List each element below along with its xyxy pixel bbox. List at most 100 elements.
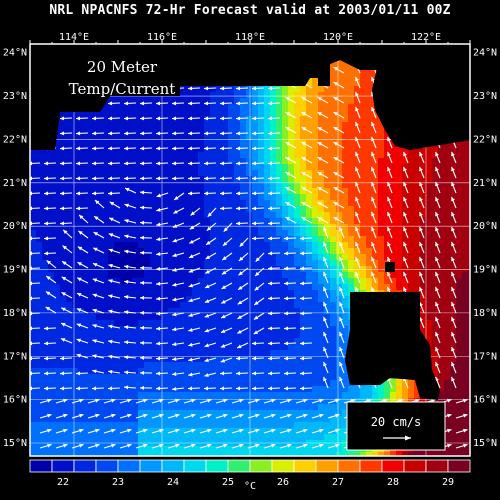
lat-label-left: 24°N [3,48,27,59]
current-arrow-360 [172,252,185,258]
current-arrow-367 [283,251,297,256]
current-arrow-217 [43,176,57,181]
current-arrow-155 [355,121,361,134]
current-arrow-517 [92,339,105,344]
current-arrow-503 [299,326,313,331]
current-arrow-282 [219,206,233,211]
current-arrow-372 [371,241,377,254]
current-arrow-149 [251,131,265,136]
current-arrow-627 [135,398,148,404]
current-arrow-677 [71,428,84,434]
current-arrow-633 [231,398,244,404]
current-arrow-409 [92,278,105,284]
colorbar-tick-label: 28 [387,477,399,488]
current-arrow-254 [203,191,217,196]
current-arrow-487 [43,326,57,331]
current-arrow-368 [299,251,313,256]
current-arrow-296 [451,196,457,209]
current-arrow-111 [75,116,89,121]
current-arrow-484 [435,301,441,314]
current-arrow-493 [139,325,153,330]
current-arrow-146 [203,131,217,136]
current-arrow-256 [235,191,249,196]
current-arrow-190 [43,161,57,166]
current-arrow-530 [299,341,313,346]
colorbar-tick-label: 29 [442,477,454,488]
current-arrow-574 [139,370,153,375]
current-arrow-599 [107,386,121,391]
current-arrow-539 [451,331,457,344]
current-arrow-144 [171,131,185,136]
current-arrow-156 [371,121,377,134]
current-arrow-410 [108,279,121,284]
current-arrow-124 [285,111,297,119]
current-arrow-471 [220,312,233,319]
current-arrow-283 [235,206,249,211]
current-arrow-239 [403,166,409,179]
current-arrow-456 [419,286,425,299]
current-arrow-287 [301,201,313,209]
current-arrow-336 [222,237,233,247]
lon-label: 122°E [411,32,441,43]
current-arrow-147 [219,131,233,136]
current-arrow-249 [124,187,137,194]
current-arrow-544 [92,354,105,359]
current-arrow-222 [123,176,137,181]
current-arrow-172 [187,146,201,151]
current-arrow-502 [283,326,297,331]
current-arrow-551 [204,357,217,363]
current-arrow-255 [219,191,233,196]
current-arrow-461 [60,307,73,314]
current-arrow-169 [139,146,153,151]
current-arrow-440 [155,296,169,301]
current-arrow-166 [91,146,105,151]
current-arrow-203 [251,161,265,166]
current-arrow-359 [156,252,169,256]
current-arrow-179 [301,141,313,149]
current-arrow-164 [59,146,73,151]
longitude-labels: 114°E 116°E 118°E 120°E 122°E [59,32,441,43]
latitude-labels: 24°N 24°N 23°N 23°N 22°N 22°N 21°N 21°N 20°N 20°N… [3,48,497,449]
current-arrow-218 [59,176,73,181]
current-arrow-665 [311,413,324,419]
current-arrow-308 [206,222,217,232]
current-arrow-476 [299,311,313,316]
colorbar-tick-label: 22 [57,477,69,488]
current-arrow-369 [323,241,329,254]
current-arrow-693 [327,428,340,434]
current-arrow-428 [403,271,409,284]
current-arrow-532 [339,331,345,344]
current-arrow-425 [355,271,361,284]
current-arrow-306 [172,222,185,228]
current-arrow-195 [123,161,137,166]
current-arrow-412 [139,280,153,285]
current-arrow-713 [215,443,228,449]
lat-label-right: 19°N [473,265,497,276]
current-arrow-690 [279,428,292,434]
current-arrow-441 [172,297,185,302]
current-arrow-466 [139,310,153,315]
current-arrow-323 [451,211,457,224]
current-arrow-598 [91,386,105,391]
current-arrow-467 [155,311,169,316]
current-arrow-545 [108,354,121,359]
current-arrow-490 [92,323,105,329]
current-arrow-472 [237,312,249,320]
current-arrow-295 [435,196,441,209]
current-arrow-624 [87,398,100,404]
current-arrow-728 [455,443,468,449]
current-arrow-210 [371,151,377,164]
current-arrow-572 [108,369,121,374]
current-arrow-288 [317,201,329,209]
current-arrow-477 [323,301,329,314]
current-arrow-119 [203,116,217,121]
current-arrow-69 [267,86,281,91]
current-arrow-298 [43,221,57,226]
current-arrow-497 [204,327,217,333]
current-arrow-663 [279,413,292,419]
current-arrow-676 [55,428,68,434]
current-arrow-601 [139,385,153,390]
current-arrow-284 [251,206,265,211]
current-arrow-516 [76,338,89,344]
current-arrow-651 [87,413,100,419]
